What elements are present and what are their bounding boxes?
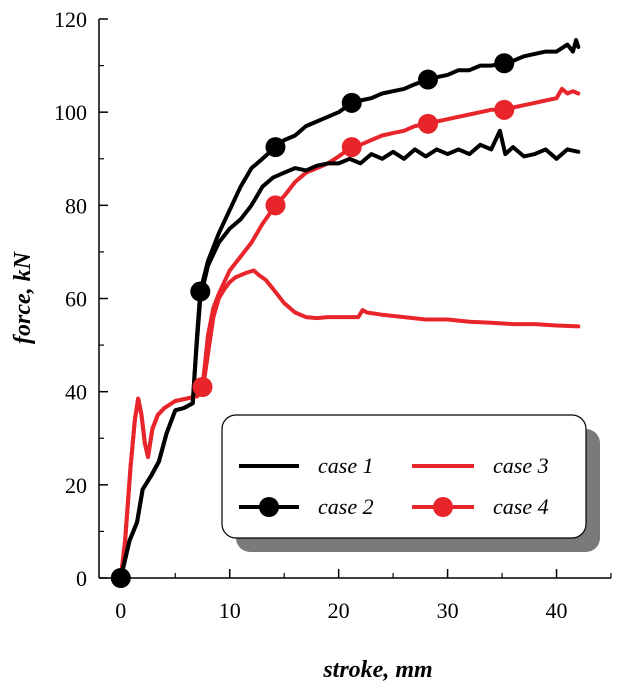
axes: 0 20 40 60 80 100 120 0 10 20 30 40	[54, 7, 612, 623]
x-tick-label: 0	[115, 598, 126, 623]
y-tick-label: 60	[65, 287, 87, 312]
x-tick-label: 20	[328, 598, 350, 623]
data-point-case-4	[494, 99, 515, 120]
x-tick-label: 40	[546, 598, 568, 623]
data-point-case-4	[265, 195, 286, 216]
data-point-case-2	[417, 69, 438, 90]
data-point-case-4	[417, 113, 438, 134]
legend-swatch-marker	[433, 497, 453, 517]
x-tick-label: 30	[437, 598, 459, 623]
legend-swatch-marker	[259, 497, 279, 517]
y-tick-label: 0	[76, 566, 87, 591]
series-markers	[110, 53, 515, 588]
legend: case 1 case 2 case 3 case 4	[221, 414, 600, 552]
data-point-case-2	[190, 281, 211, 302]
y-tick-label: 100	[54, 100, 87, 125]
y-tick-label: 40	[65, 380, 87, 405]
data-point-case-4	[341, 137, 362, 158]
legend-label: case 4	[493, 494, 549, 519]
legend-label: case 2	[318, 494, 374, 519]
x-tick-label: 10	[219, 598, 241, 623]
data-point-case-4	[192, 377, 213, 398]
legend-box	[221, 414, 587, 539]
legend-label: case 3	[493, 453, 549, 478]
y-tick-label: 80	[65, 193, 87, 218]
y-tick-label: 120	[54, 7, 87, 32]
y-axis-title: force, kN	[10, 250, 36, 344]
x-axis-title: stroke, mm	[322, 657, 432, 683]
y-tick-label: 20	[65, 473, 87, 498]
data-point-case-2	[265, 137, 286, 158]
data-point-case-2	[494, 53, 515, 74]
data-point-case-2	[110, 568, 131, 588]
data-point-case-2	[341, 92, 362, 113]
legend-label: case 1	[318, 453, 374, 478]
